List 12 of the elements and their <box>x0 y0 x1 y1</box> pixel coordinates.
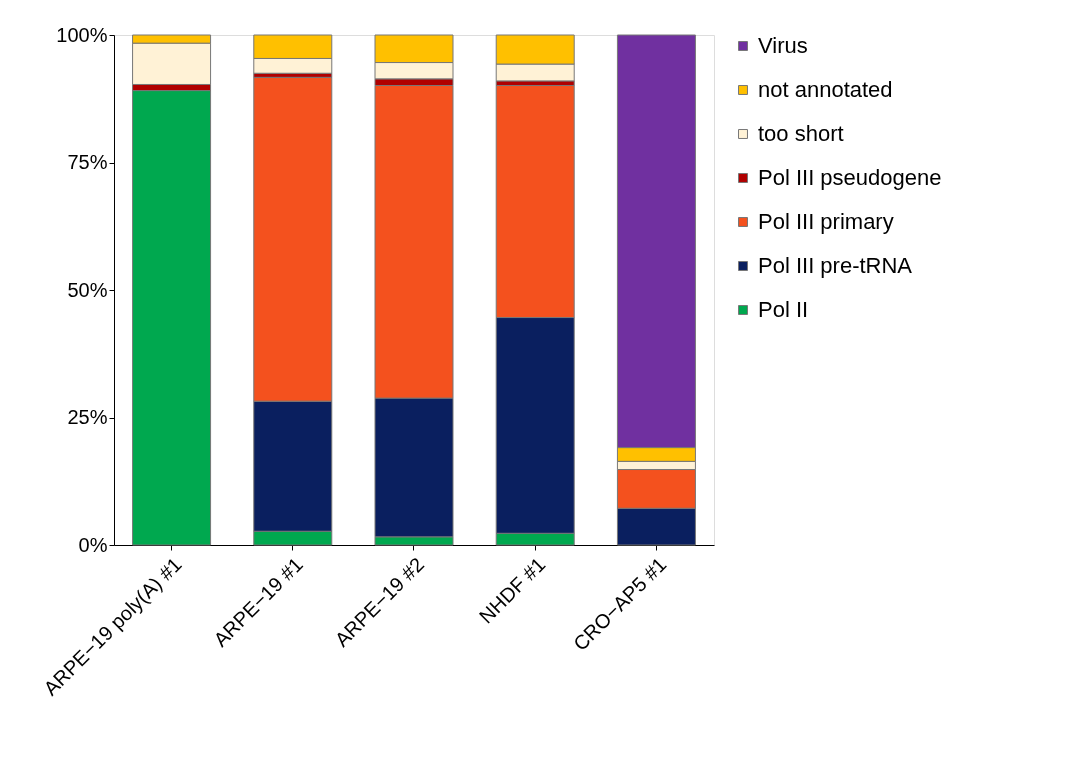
y-tick-label: 100% <box>56 23 108 46</box>
legend-label: not annotated <box>758 77 893 102</box>
legend-label: Pol III primary <box>758 209 894 234</box>
legend-label: Virus <box>758 33 808 58</box>
legend-label: Pol III pre-tRNA <box>758 253 913 278</box>
y-tick-label: 75% <box>67 151 108 173</box>
legend-label: Pol II <box>758 297 809 322</box>
legend-label: Pol III pseudogene <box>758 165 942 190</box>
legend-label: too short <box>758 121 844 146</box>
y-tick-label: 25% <box>67 406 108 428</box>
y-tick-label: 50% <box>67 278 108 301</box>
y-tick-label: 0% <box>78 533 108 556</box>
